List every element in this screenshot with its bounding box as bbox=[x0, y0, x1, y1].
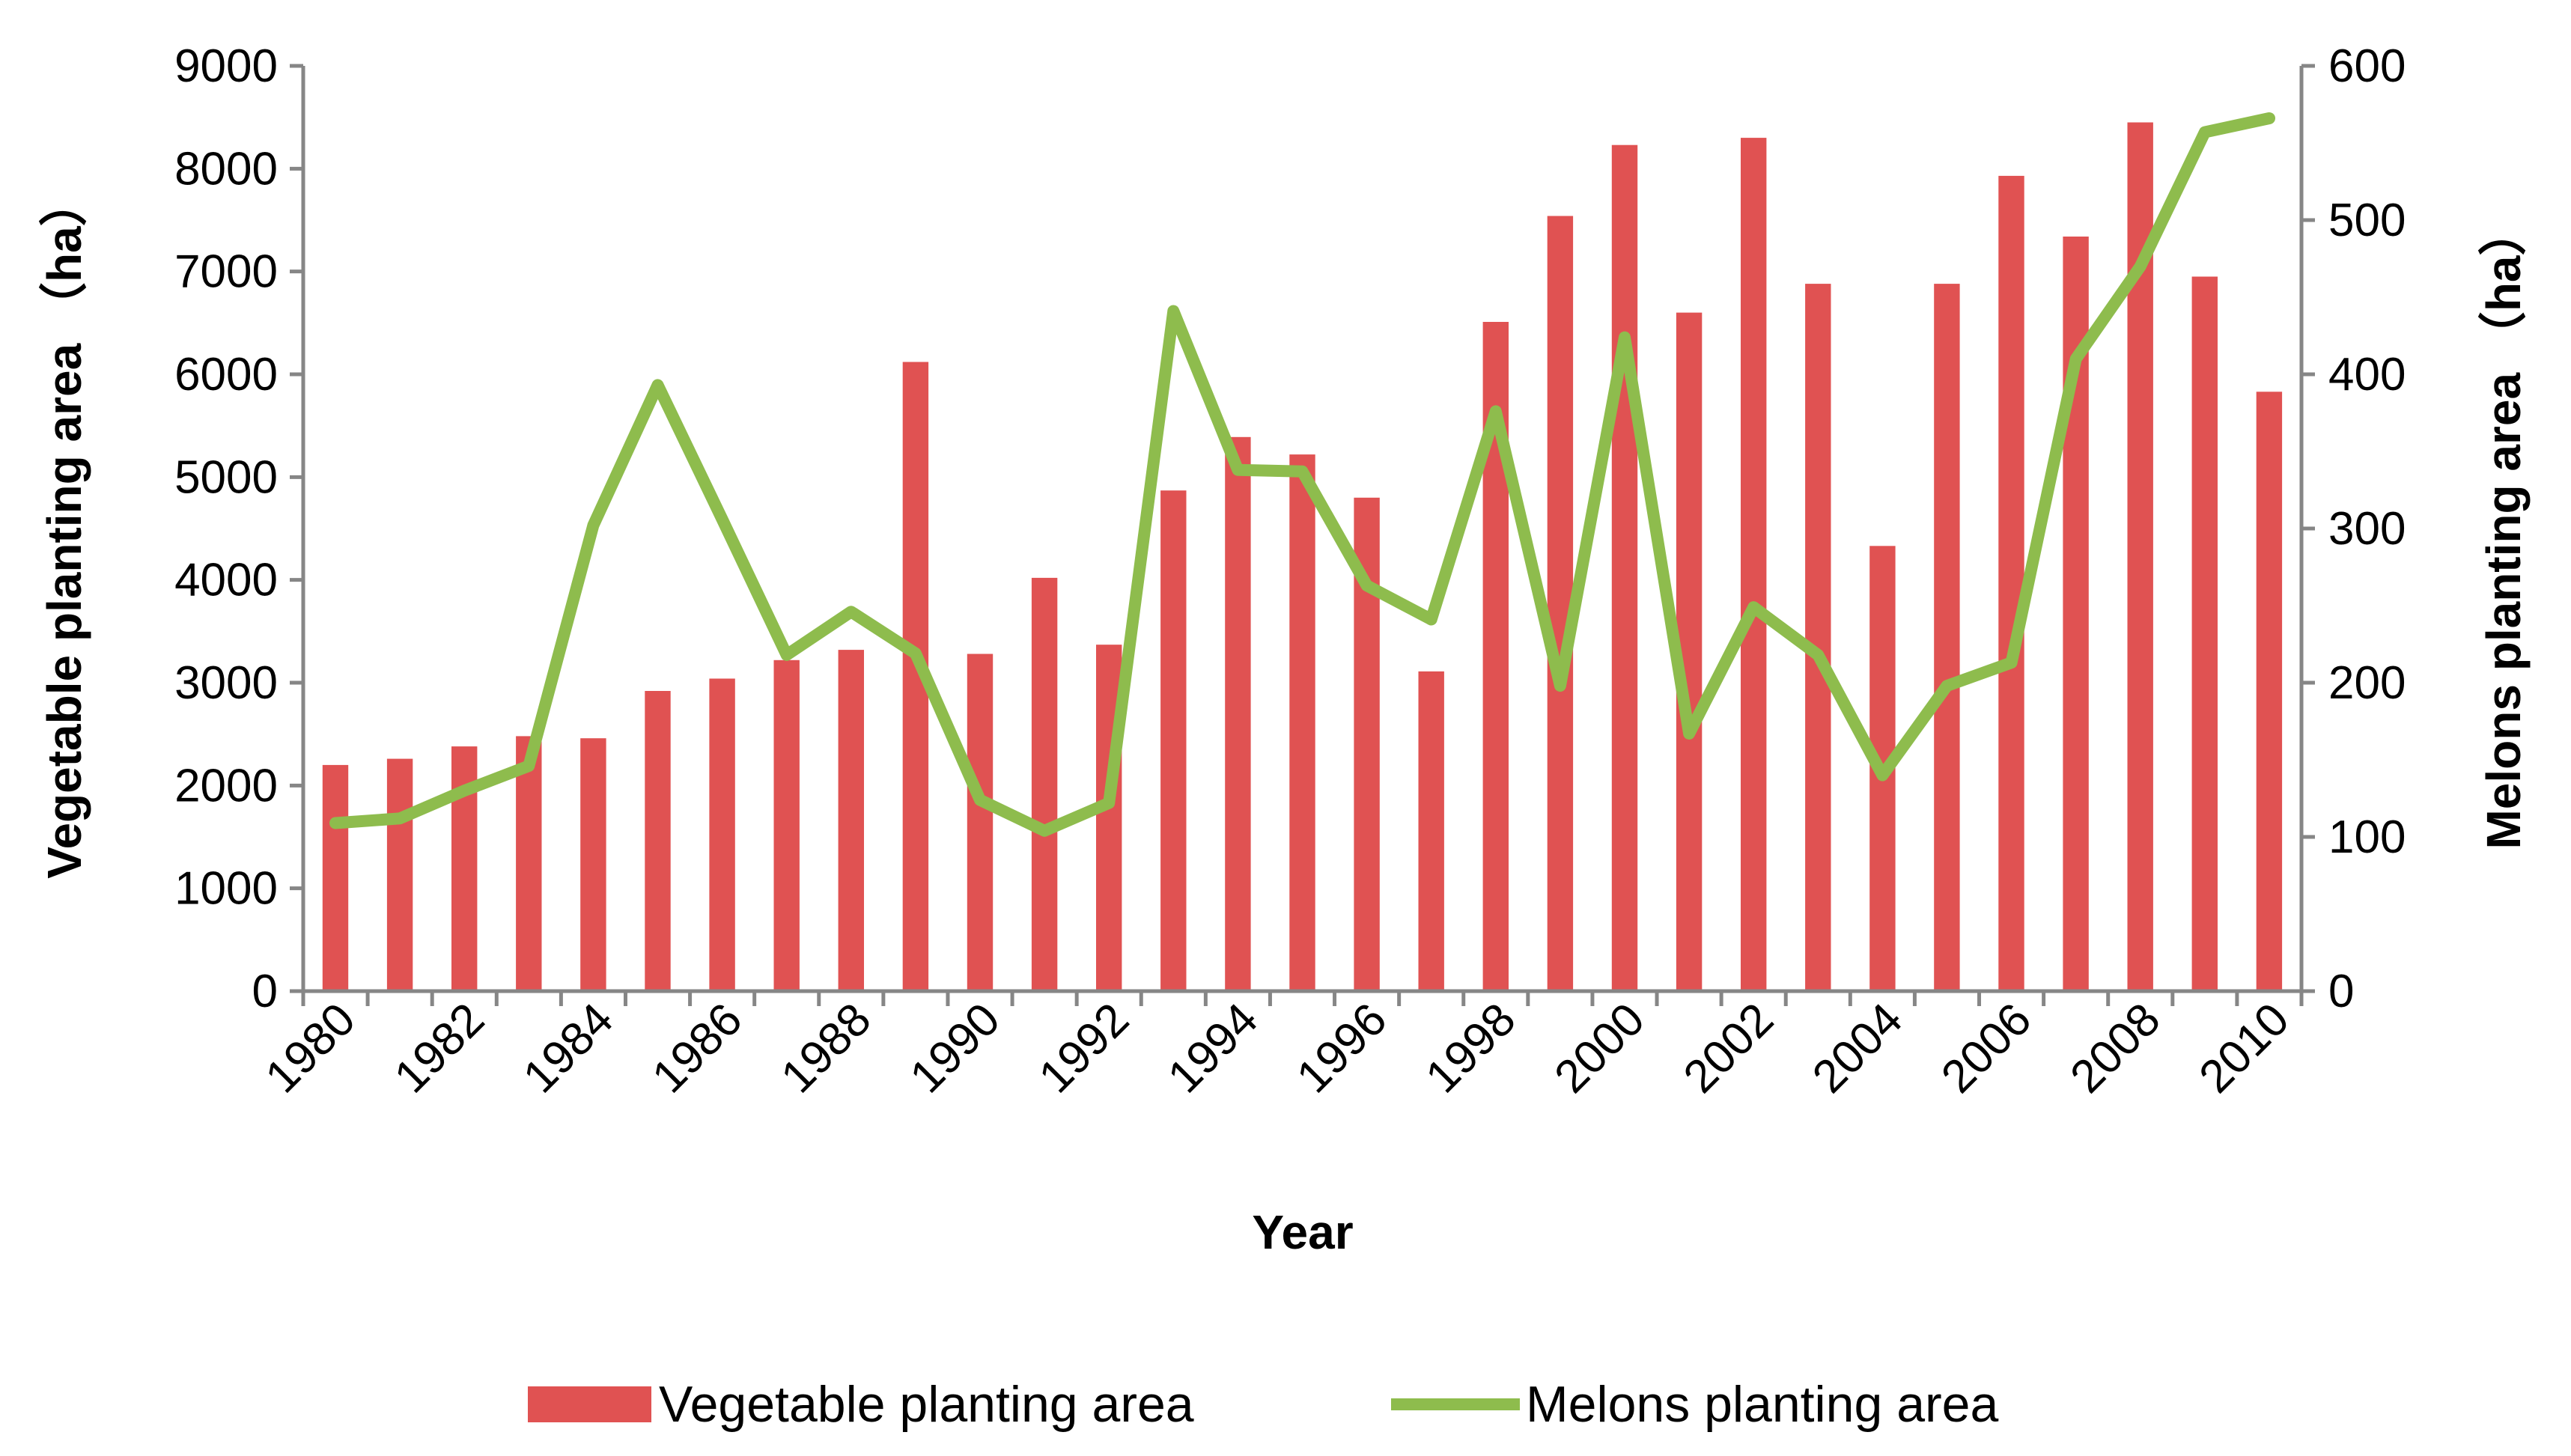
melons-line bbox=[329, 112, 2275, 837]
legend: Vegetable planting area Melons planting … bbox=[528, 1376, 1998, 1433]
y-tick-label-right: 100 bbox=[2328, 811, 2406, 863]
legend-label-vegetable: Vegetable planting area bbox=[659, 1376, 1194, 1433]
x-tick-label: 1998 bbox=[1416, 993, 1525, 1103]
bar-2002 bbox=[1741, 138, 1767, 992]
y-tick-label-left: 8000 bbox=[174, 143, 278, 195]
x-tick-labels: 1980 1982 1984 1986 1988 1990 1992 1994 1996 1998… bbox=[256, 993, 2299, 1103]
bar-1994 bbox=[1225, 436, 1251, 991]
bar-1987 bbox=[773, 660, 800, 991]
x-tick-label: 1996 bbox=[1287, 993, 1396, 1103]
bar-1999 bbox=[1547, 216, 1574, 991]
x-tick-label: 2010 bbox=[2190, 993, 2299, 1103]
x-tick-label: 2006 bbox=[1932, 993, 2041, 1103]
y-tick-label-left: 5000 bbox=[174, 451, 278, 503]
y-tick-label-left: 6000 bbox=[174, 349, 278, 400]
y-tick-label-right: 400 bbox=[2328, 349, 2406, 400]
x-tick-label: 2000 bbox=[1545, 993, 1655, 1103]
y-tick-label-left: 0 bbox=[252, 966, 278, 1017]
x-tick-label: 1986 bbox=[642, 993, 752, 1103]
bar-1981 bbox=[386, 758, 413, 991]
y-ticks-left: 0 1000 2000 3000 4000 5000 6000 7000 8000 9000 bbox=[174, 40, 303, 1017]
bar-1983 bbox=[516, 736, 542, 991]
y-tick-label-right: 200 bbox=[2328, 657, 2406, 709]
bar-2006 bbox=[1998, 175, 2024, 991]
bar-1993 bbox=[1160, 490, 1187, 991]
bar-1984 bbox=[580, 738, 606, 991]
bar-2003 bbox=[1805, 284, 1831, 992]
y-tick-label-left: 7000 bbox=[174, 246, 278, 298]
bar-2005 bbox=[1934, 284, 1960, 992]
plot-area bbox=[322, 112, 2283, 992]
bar-1985 bbox=[645, 691, 671, 991]
legend-label-melons: Melons planting area bbox=[1526, 1376, 1998, 1433]
bar-1995 bbox=[1289, 454, 1315, 991]
y-axis-title-right: Melons planting area （ha） bbox=[2477, 207, 2531, 849]
y-ticks-right: 0 100 200 300 400 500 600 bbox=[2301, 40, 2406, 1017]
bar-1990 bbox=[967, 654, 994, 991]
bar-2009 bbox=[2191, 276, 2218, 991]
bar-1980 bbox=[322, 764, 349, 991]
x-ticks bbox=[301, 991, 2304, 1006]
bar-2000 bbox=[1611, 144, 1638, 992]
bar-1988 bbox=[838, 650, 864, 991]
y-tick-label-left: 9000 bbox=[174, 40, 278, 92]
y-tick-label-left: 2000 bbox=[174, 760, 278, 811]
bar-1997 bbox=[1418, 671, 1444, 991]
x-tick-label: 2004 bbox=[1803, 993, 1912, 1103]
x-tick-label: 2008 bbox=[2060, 993, 2170, 1103]
vegetable-bars bbox=[322, 122, 2283, 992]
x-tick-label: 2002 bbox=[1674, 993, 1783, 1103]
bar-1986 bbox=[709, 678, 735, 991]
x-tick-label: 1990 bbox=[901, 993, 1010, 1103]
bar-1991 bbox=[1031, 577, 1058, 991]
x-tick-label: 1994 bbox=[1158, 993, 1268, 1103]
bar-2010 bbox=[2256, 392, 2283, 991]
y-tick-label-left: 4000 bbox=[174, 555, 278, 606]
x-tick-label: 1982 bbox=[385, 993, 494, 1103]
y-tick-label-left: 3000 bbox=[174, 657, 278, 709]
y-tick-label-right: 300 bbox=[2328, 503, 2406, 555]
y-tick-label-right: 0 bbox=[2328, 966, 2354, 1017]
x-tick-label: 1988 bbox=[771, 993, 880, 1103]
y-tick-label-right: 500 bbox=[2328, 195, 2406, 246]
x-tick-label: 1992 bbox=[1029, 993, 1139, 1103]
x-tick-label: 1984 bbox=[514, 993, 623, 1103]
legend-bar-swatch bbox=[528, 1386, 651, 1422]
y-tick-label-left: 1000 bbox=[174, 863, 278, 915]
y-axis-title-left: Vegetable planting area （ha） bbox=[37, 178, 91, 878]
y-tick-label-right: 600 bbox=[2328, 40, 2406, 92]
x-axis-title: Year bbox=[1252, 1205, 1353, 1259]
